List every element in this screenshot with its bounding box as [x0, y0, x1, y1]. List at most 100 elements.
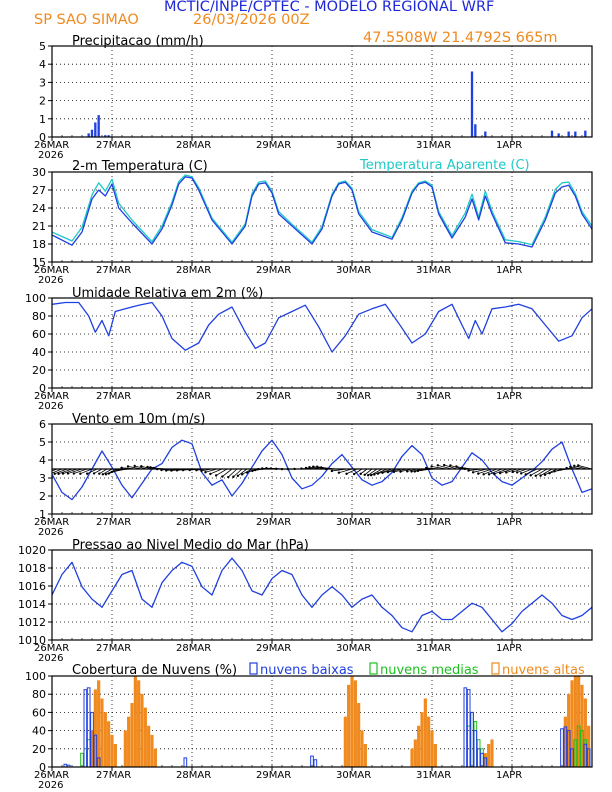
temp-legend-apparent: Temperatura Aparente (C)	[359, 158, 530, 173]
wind-arrow	[346, 468, 358, 475]
cloud-bar-nuvens-altas	[410, 748, 414, 767]
y-tick-label: 5	[39, 40, 46, 53]
wind-arrow	[116, 468, 133, 471]
y-tick-label: 5	[39, 436, 46, 449]
wind-arrow-head	[156, 467, 159, 471]
x-year-label: 2026	[38, 653, 63, 664]
y-tick-label: 1016	[18, 580, 46, 593]
wind-arrow-head	[265, 467, 268, 470]
panel-press: 1010 1012 1014 1016 1018 1020 Pressao ao Nivel…	[18, 538, 593, 664]
wind-arrow-head	[386, 470, 390, 474]
series-line-temperatura-aparente	[52, 174, 592, 246]
y-tick-label: 0	[39, 131, 46, 144]
wind-arrow	[431, 466, 448, 470]
y-tick-label: 2	[39, 490, 46, 503]
wind-arrow-head	[511, 470, 514, 474]
y-tick-label: 27	[32, 184, 46, 197]
y-tick-label: 6	[39, 418, 46, 431]
wind-arrow-head	[577, 464, 580, 467]
series-line-temperatura	[52, 176, 592, 248]
y-tick-label: 60	[32, 328, 46, 341]
cloud-bar-nuvens-medias	[573, 739, 578, 767]
wind-arrow	[67, 468, 83, 474]
legend-label-nuvens-altas: nuvens altas	[502, 663, 585, 678]
panel-title-rh: Umidade Relativa em 2m (%)	[72, 286, 263, 301]
wind-arrow-head	[406, 470, 409, 473]
wind-arrow-head	[214, 474, 218, 477]
plot-area-clouds	[63, 676, 591, 767]
wind-arrow	[360, 468, 368, 475]
wind-arrow-head	[471, 471, 475, 474]
wind-arrow	[444, 464, 458, 470]
wind-arrow-head	[515, 471, 519, 474]
y-tick-label: 20	[32, 743, 46, 756]
precip-bar	[104, 135, 107, 137]
wind-arrow-head	[493, 472, 496, 476]
wind-arrow-head	[352, 472, 356, 476]
wind-arrow	[134, 465, 148, 470]
y-tick-label: 0	[39, 761, 46, 774]
legend-label-nuvens-baixas: nuvens baixas	[260, 663, 354, 678]
x-tick-label: 30MAR	[336, 391, 371, 402]
wind-arrow	[578, 465, 592, 470]
series-line-velocidade	[52, 439, 592, 501]
wind-arrow	[73, 468, 88, 474]
y-tick-label: 21	[32, 220, 46, 233]
x-tick-label: 31MAR	[416, 265, 451, 276]
wind-arrow-head	[573, 464, 576, 468]
precip-bar	[484, 131, 487, 137]
wind-arrow	[161, 468, 178, 471]
wind-arrow	[196, 468, 208, 471]
cloud-bar-nuvens-altas	[97, 680, 101, 767]
wind-arrow	[382, 468, 398, 474]
wind-arrow-head	[399, 470, 402, 473]
wind-arrow	[233, 468, 243, 478]
wind-arrow-head	[110, 470, 114, 474]
panel-temp: 15 18 21 24 27 30 2-m Temperatura (C) Temperatu…	[32, 158, 593, 286]
wind-arrow	[400, 468, 413, 473]
y-tick-label: 3	[39, 472, 46, 485]
wind-arrow-head	[114, 468, 118, 471]
plot-area-press	[52, 557, 592, 633]
x-tick-label: 31MAR	[416, 770, 451, 781]
wind-arrow-head	[245, 471, 249, 474]
y-tick-label: 1018	[18, 562, 46, 575]
x-tick-label: 26MAR	[34, 643, 69, 654]
cloud-bar-nuvens-baixas	[183, 757, 188, 767]
panel-frame	[51, 549, 593, 641]
x-tick-label: 29MAR	[256, 770, 291, 781]
wind-arrow-head	[565, 466, 568, 470]
wind-arrow-head	[359, 472, 362, 476]
cloud-bar-nuvens-altas	[360, 730, 364, 767]
x-tick-label: 28MAR	[176, 643, 211, 654]
cloud-bar-nuvens-altas	[433, 744, 437, 767]
cloud-bar-nuvens-altas	[353, 680, 357, 767]
wind-arrow	[227, 468, 238, 478]
cloud-bar-nuvens-altas	[363, 744, 367, 767]
wind-arrow	[166, 468, 183, 471]
wind-arrow-head	[79, 472, 82, 475]
wind-arrow-head	[413, 470, 416, 473]
y-tick-label: 1014	[18, 598, 46, 611]
wind-arrow-head	[487, 473, 491, 476]
wind-arrow-head	[436, 464, 440, 467]
x-tick-label: 29MAR	[256, 140, 291, 151]
wind-arrow-head	[204, 471, 207, 474]
wind-arrow	[62, 468, 78, 474]
plot-area-rh	[52, 301, 592, 353]
precip-bar	[470, 71, 474, 137]
x-tick-label: 27MAR	[96, 265, 131, 276]
wind-arrow	[201, 468, 213, 472]
cloud-bar-nuvens-altas	[490, 739, 494, 767]
panel-title-wind: Vento em 10m (m/s)	[72, 412, 205, 427]
cloud-bar-nuvens-altas	[417, 725, 421, 767]
cloud-bar-nuvens-altas	[413, 739, 417, 767]
legend-swatch	[249, 662, 258, 675]
cloud-bar-nuvens-baixas	[310, 755, 314, 767]
cloud-bar-nuvens-altas	[357, 703, 361, 767]
wind-arrow-head	[369, 473, 373, 477]
wind-arrow-head	[304, 466, 308, 470]
wind-arrow	[370, 468, 383, 476]
wind-arrow	[367, 468, 378, 476]
cloud-bar-nuvens-baixas	[313, 759, 318, 767]
